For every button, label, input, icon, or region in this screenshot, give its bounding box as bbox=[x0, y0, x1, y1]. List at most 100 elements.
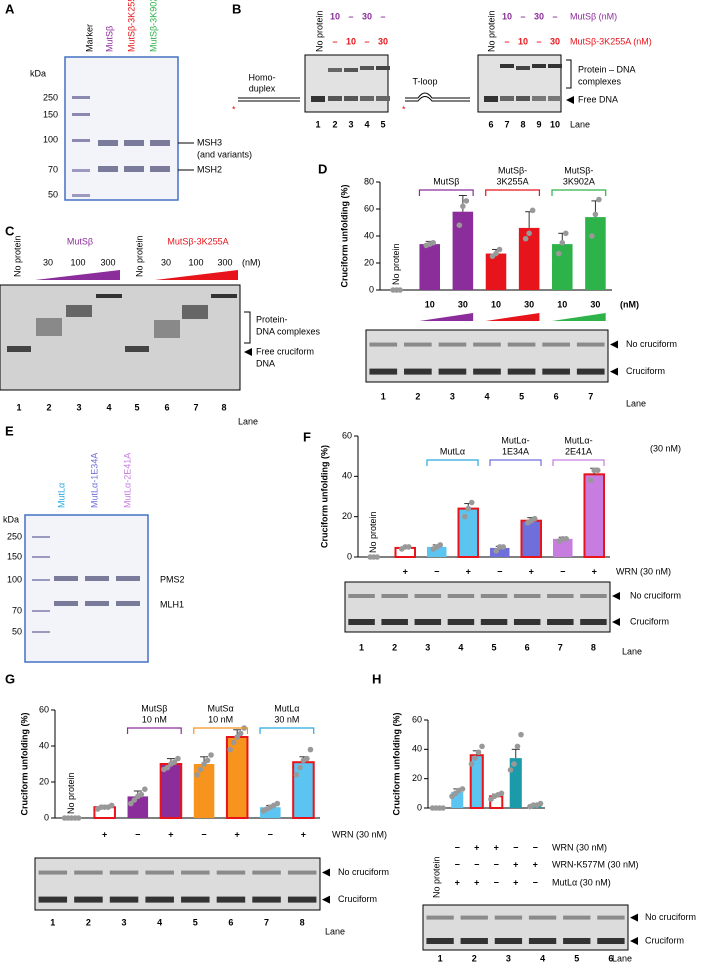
bar bbox=[260, 807, 281, 818]
bar bbox=[583, 473, 606, 559]
band-label: No cruciform bbox=[338, 867, 389, 877]
marker-size: 100 bbox=[43, 134, 58, 144]
data-point bbox=[75, 815, 82, 821]
data-point bbox=[171, 759, 178, 765]
data-point bbox=[465, 505, 472, 512]
condition-sign: + bbox=[533, 859, 538, 869]
category-label: 10 bbox=[557, 299, 567, 309]
lane-number: 5 bbox=[574, 953, 579, 963]
lane-number: 7 bbox=[588, 391, 593, 401]
group-bracket bbox=[489, 459, 542, 466]
lane-number: 5 bbox=[492, 642, 497, 652]
condition-sign: + bbox=[529, 566, 534, 576]
lane-number: 7 bbox=[264, 917, 269, 927]
tloop-icon bbox=[405, 92, 470, 102]
data-point bbox=[468, 761, 475, 767]
gel-band bbox=[369, 368, 398, 375]
group-bracket bbox=[418, 189, 474, 196]
arrowhead bbox=[610, 340, 618, 349]
data-point bbox=[430, 239, 437, 246]
conc: 30 bbox=[43, 257, 53, 267]
lane-number: 5 bbox=[380, 119, 385, 129]
data-point bbox=[208, 752, 214, 758]
lane-number: 1 bbox=[16, 402, 21, 412]
lane-number: 2 bbox=[415, 391, 420, 401]
data-point bbox=[293, 772, 300, 778]
gel-band bbox=[480, 619, 508, 625]
conc: – bbox=[520, 11, 525, 21]
lane-title: Lane bbox=[622, 646, 642, 656]
data-point bbox=[493, 250, 499, 257]
lane-number: 6 bbox=[554, 391, 559, 401]
gel-band bbox=[181, 896, 210, 903]
category-label: No protein bbox=[391, 243, 401, 285]
condition-sign: − bbox=[455, 859, 460, 869]
marker-size: 250 bbox=[7, 531, 22, 541]
condition-sign: + bbox=[513, 859, 518, 869]
data-point bbox=[472, 755, 478, 761]
data-point bbox=[518, 731, 524, 738]
condition-sign: − bbox=[560, 566, 565, 576]
condition-sign: − bbox=[494, 877, 499, 887]
category-label: No protein bbox=[431, 856, 441, 898]
band-label: Cruciform bbox=[338, 894, 377, 904]
group-label: MutSβ- bbox=[564, 165, 593, 175]
band-label: Cruciform bbox=[626, 366, 665, 376]
lane-label: MutSβ-3K255A bbox=[126, 0, 136, 52]
data-point bbox=[201, 761, 207, 767]
category-label: 30 bbox=[590, 299, 600, 309]
group-label: 1E34A bbox=[502, 446, 529, 456]
gel-band bbox=[381, 619, 408, 625]
band-label: DNA bbox=[256, 358, 275, 368]
lane-number: 8 bbox=[221, 402, 226, 412]
condition-sign: + bbox=[301, 829, 306, 839]
y-tick-label: 20 bbox=[364, 257, 374, 267]
gel-band bbox=[38, 896, 68, 903]
category-label: 30 bbox=[458, 299, 468, 309]
band-label: PMS2 bbox=[160, 574, 185, 584]
lane-number: 6 bbox=[164, 402, 169, 412]
y-axis-label: Cruciform unfolding (%) bbox=[319, 445, 329, 548]
conc: 30 bbox=[550, 36, 560, 46]
lane-number: 3 bbox=[122, 917, 127, 927]
lane-number: 2 bbox=[392, 642, 397, 652]
band-label: Protein – DNA bbox=[578, 64, 636, 74]
lane-number: 5 bbox=[519, 391, 524, 401]
group-label: MutLα bbox=[440, 446, 465, 456]
data-point bbox=[459, 786, 466, 792]
bar bbox=[552, 244, 573, 290]
y-tick-label: 60 bbox=[364, 203, 374, 213]
group-label: 3K902A bbox=[563, 176, 595, 186]
group-label: 3K255A bbox=[497, 176, 529, 186]
gel-band bbox=[563, 915, 591, 920]
data-point bbox=[197, 766, 204, 773]
data-point bbox=[563, 536, 570, 542]
gel-band bbox=[287, 896, 317, 903]
data-point bbox=[529, 207, 536, 214]
lane-number: 6 bbox=[608, 953, 613, 963]
gel bbox=[422, 904, 629, 951]
band-label: Free DNA bbox=[578, 94, 618, 104]
lane-title: Lane bbox=[570, 119, 590, 129]
lane-number: 9 bbox=[536, 119, 541, 129]
gel-band bbox=[252, 896, 281, 903]
unit: kDa bbox=[30, 68, 46, 78]
lane-label: No protein bbox=[486, 10, 496, 52]
band-label: MSH3 bbox=[197, 137, 222, 147]
data-point bbox=[511, 761, 517, 767]
y-tick-label: 40 bbox=[364, 230, 374, 240]
data-point bbox=[463, 198, 470, 204]
arrowhead bbox=[566, 96, 574, 104]
group-label: 2E41A bbox=[565, 446, 592, 456]
band-label: complexes bbox=[578, 76, 622, 86]
group-label: MutLα- bbox=[564, 435, 592, 445]
data-point bbox=[108, 802, 115, 809]
gel bbox=[24, 514, 149, 663]
condition-sign: − bbox=[434, 566, 439, 576]
band-label: No cruciform bbox=[645, 912, 696, 922]
lane-label: MutSβ bbox=[104, 26, 114, 52]
bar bbox=[585, 217, 606, 290]
lane-label: No protein bbox=[12, 235, 22, 277]
gel-band bbox=[507, 368, 536, 375]
gel-band bbox=[597, 915, 625, 920]
